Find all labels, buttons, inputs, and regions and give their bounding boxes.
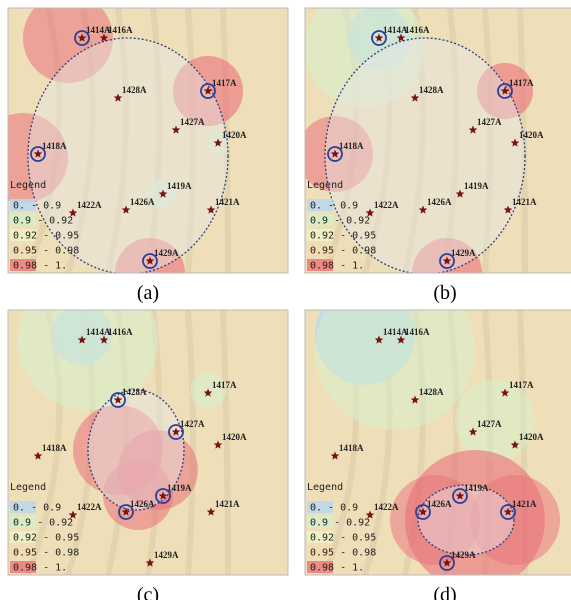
station-label: 1417A bbox=[509, 78, 534, 88]
map-panel: Legend 0. - 0.9 0.9 - 0.92 0.92 - 0.95 0.95 … bbox=[297, 0, 571, 308]
legend-label: 0.92 - 0.95 bbox=[310, 533, 376, 544]
legend-label: 0.98 - 1. bbox=[310, 261, 364, 272]
legend-label: 0.92 - 0.95 bbox=[13, 533, 79, 544]
station-label: 1417A bbox=[509, 380, 534, 390]
legend-label: 0.95 - 0.98 bbox=[310, 548, 376, 559]
map: Legend 0. - 0.9 0.9 - 0.92 0.92 - 0.95 0.95 … bbox=[297, 0, 571, 308]
station-label: 1419A bbox=[167, 483, 192, 493]
legend-label: 0. - 0.9 bbox=[310, 201, 358, 212]
map-panel: Legend 0. - 0.9 0.9 - 0.92 0.92 - 0.95 0.95 … bbox=[8, 270, 288, 600]
legend-label: 0.98 - 1. bbox=[13, 563, 67, 574]
station-label: 1428A bbox=[122, 387, 147, 397]
map: Legend 0. - 0.9 0.9 - 0.92 0.92 - 0.95 0.95 … bbox=[8, 270, 288, 575]
map: Legend 0. - 0.9 0.9 - 0.92 0.92 - 0.95 0.95 … bbox=[305, 270, 571, 590]
station-label: 1417A bbox=[212, 380, 237, 390]
station-label: 1426A bbox=[130, 499, 155, 509]
station-label: 1422A bbox=[77, 200, 102, 210]
station-label: 1421A bbox=[215, 499, 240, 509]
panel-caption: (b) bbox=[433, 282, 456, 304]
station-label: 1429A bbox=[154, 550, 179, 560]
station-label: 1416A bbox=[405, 327, 430, 337]
coverage-ellipse bbox=[418, 485, 514, 555]
station-label: 1428A bbox=[419, 85, 444, 95]
legend-label: 0.9 - 0.92 bbox=[13, 518, 73, 529]
station-label: 1420A bbox=[519, 130, 544, 140]
panel-caption: (c) bbox=[137, 584, 159, 600]
legend-label: 0.92 - 0.95 bbox=[13, 231, 79, 242]
station-label: 1427A bbox=[180, 117, 205, 127]
station-label: 1420A bbox=[519, 432, 544, 442]
station-label: 1418A bbox=[339, 443, 364, 453]
legend-label: 0.95 - 0.98 bbox=[310, 246, 376, 257]
figure: Legend 0. - 0.9 0.9 - 0.92 0.92 - 0.95 0.95 … bbox=[0, 0, 571, 600]
station-label: 1416A bbox=[108, 327, 133, 337]
legend-label: 0.9 - 0.92 bbox=[310, 216, 370, 227]
legend-label: 0.9 - 0.92 bbox=[13, 216, 73, 227]
legend-label: 0.98 - 1. bbox=[310, 563, 364, 574]
station-label: 1422A bbox=[374, 200, 399, 210]
legend-label: 0.9 - 0.92 bbox=[310, 518, 370, 529]
station-label: 1418A bbox=[339, 141, 364, 151]
station-label: 1418A bbox=[42, 141, 67, 151]
station-label: 1422A bbox=[77, 502, 102, 512]
station-label: 1420A bbox=[222, 432, 247, 442]
legend-label: 0.98 - 1. bbox=[13, 261, 67, 272]
station-label: 1427A bbox=[477, 419, 502, 429]
legend-label: 0.95 - 0.98 bbox=[13, 246, 79, 257]
station-label: 1419A bbox=[464, 181, 489, 191]
station-label: 1429A bbox=[451, 248, 476, 258]
map: Legend 0. - 0.9 0.9 - 0.92 0.92 - 0.95 0.95 … bbox=[0, 0, 288, 308]
station-label: 1417A bbox=[212, 78, 237, 88]
station-label: 1427A bbox=[180, 419, 205, 429]
station-label: 1429A bbox=[451, 550, 476, 560]
station-label: 1428A bbox=[122, 85, 147, 95]
legend-title: Legend bbox=[307, 180, 343, 191]
legend-label: 0. - 0.9 bbox=[13, 201, 61, 212]
station-label: 1427A bbox=[477, 117, 502, 127]
legend-title: Legend bbox=[10, 482, 46, 493]
map-panel: Legend 0. - 0.9 0.9 - 0.92 0.92 - 0.95 0.95 … bbox=[305, 270, 571, 600]
panel-caption: (a) bbox=[137, 282, 159, 304]
station-label: 1419A bbox=[167, 181, 192, 191]
legend-label: 0. - 0.9 bbox=[13, 503, 61, 514]
station-label: 1416A bbox=[108, 25, 133, 35]
station-label: 1420A bbox=[222, 130, 247, 140]
station-label: 1422A bbox=[374, 502, 399, 512]
station-label: 1419A bbox=[464, 483, 489, 493]
legend-title: Legend bbox=[307, 482, 343, 493]
station-label: 1429A bbox=[154, 248, 179, 258]
legend-title: Legend bbox=[10, 180, 46, 191]
station-label: 1418A bbox=[42, 443, 67, 453]
station-label: 1428A bbox=[419, 387, 444, 397]
station-label: 1416A bbox=[405, 25, 430, 35]
station-label: 1426A bbox=[130, 197, 155, 207]
station-label: 1426A bbox=[427, 499, 452, 509]
station-label: 1421A bbox=[512, 499, 537, 509]
legend-label: 0.92 - 0.95 bbox=[310, 231, 376, 242]
station-label: 1421A bbox=[512, 197, 537, 207]
legend-label: 0.95 - 0.98 bbox=[13, 548, 79, 559]
legend-label: 0. - 0.9 bbox=[310, 503, 358, 514]
station-label: 1426A bbox=[427, 197, 452, 207]
map-panel: Legend 0. - 0.9 0.9 - 0.92 0.92 - 0.95 0.95 … bbox=[0, 0, 288, 308]
panel-caption: (d) bbox=[433, 584, 456, 600]
station-label: 1421A bbox=[215, 197, 240, 207]
